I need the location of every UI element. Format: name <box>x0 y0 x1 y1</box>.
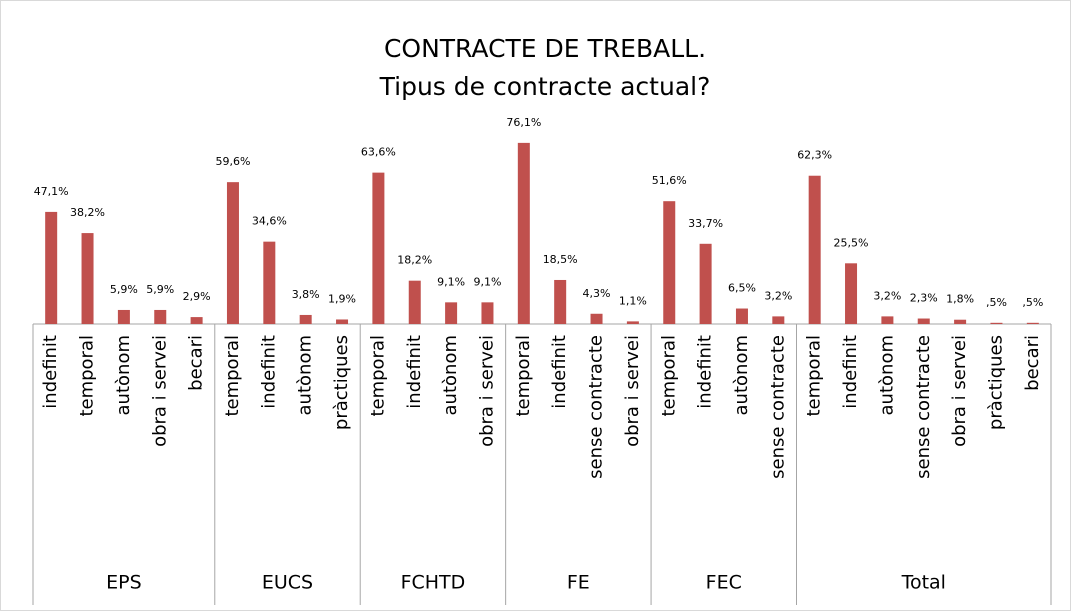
x-tick-label: indefinit <box>404 335 425 409</box>
bar <box>190 317 203 324</box>
x-tick-label: becari <box>186 335 207 391</box>
value-label: 51,6% <box>652 174 687 187</box>
bar <box>881 316 894 324</box>
x-tick-label: temporal <box>804 335 825 417</box>
bar <box>263 241 276 324</box>
value-label: 63,6% <box>361 146 396 159</box>
value-label: 3,2% <box>873 289 901 302</box>
bar <box>117 309 130 324</box>
value-label: 4,3% <box>583 287 611 300</box>
value-label: 33,7% <box>688 217 723 230</box>
bar <box>917 318 930 324</box>
value-label: 2,9% <box>183 290 211 303</box>
bar <box>336 319 349 324</box>
value-label: 5,9% <box>110 283 138 296</box>
bar <box>735 308 748 324</box>
x-tick-label: obra i servei <box>622 335 643 447</box>
value-label: 18,2% <box>397 254 432 267</box>
chart-subtitle: Tipus de contracte actual? <box>379 72 711 101</box>
x-tick-label: autònom <box>731 335 752 415</box>
bar <box>990 322 1003 324</box>
group-label: EUCS <box>262 572 313 594</box>
bar <box>954 319 967 324</box>
x-tick-label: autònom <box>113 335 134 415</box>
x-tick-label: temporal <box>367 335 388 417</box>
bar <box>808 175 821 324</box>
value-label: 62,3% <box>797 149 832 162</box>
value-label: 47,1% <box>34 185 69 198</box>
bar <box>299 314 312 324</box>
x-tick-label: autònom <box>876 335 897 415</box>
bar <box>154 309 167 324</box>
x-tick-label: indefinit <box>40 335 61 409</box>
value-label: 9,1% <box>473 275 501 288</box>
value-label: ,5% <box>986 296 1007 309</box>
value-label: 9,1% <box>437 275 465 288</box>
bar <box>663 201 676 324</box>
value-label: 18,5% <box>543 253 578 266</box>
x-tick-label: temporal <box>658 335 679 417</box>
group-label: EPS <box>106 572 142 594</box>
bar <box>81 233 94 324</box>
x-tick-label: indefinit <box>695 335 716 409</box>
group-label: FCHTD <box>401 572 466 594</box>
bar <box>408 280 421 324</box>
group-label: Total <box>901 572 946 594</box>
value-label: 1,9% <box>328 292 356 305</box>
group-label: FEC <box>706 572 742 594</box>
value-label: 3,2% <box>764 289 792 302</box>
bar <box>772 316 785 324</box>
x-tick-label: indefinit <box>549 335 570 409</box>
value-label: 34,6% <box>252 215 287 228</box>
x-tick-label: obra i servei <box>476 335 497 447</box>
x-tick-label: pràctiques <box>331 335 352 430</box>
bar <box>517 142 530 324</box>
value-label: 5,9% <box>146 283 174 296</box>
bar <box>845 263 858 324</box>
x-tick-label: temporal <box>222 335 243 417</box>
value-label: 76,1% <box>506 116 541 129</box>
x-tick-label: autònom <box>295 335 316 415</box>
x-tick-label: indefinit <box>840 335 861 409</box>
x-tick-label: obra i servei <box>949 335 970 447</box>
value-label: 3,8% <box>292 288 320 301</box>
value-label: ,5% <box>1022 296 1043 309</box>
x-tick-label: obra i servei <box>149 335 170 447</box>
value-label: 1,8% <box>946 293 974 306</box>
value-label: 1,1% <box>619 294 647 307</box>
x-tick-label: sense contracte <box>767 335 788 479</box>
bar <box>445 302 458 324</box>
x-tick-label: autònom <box>440 335 461 415</box>
x-tick-label: temporal <box>77 335 98 417</box>
x-tick-label: indefinit <box>258 335 279 409</box>
x-tick-label: temporal <box>513 335 534 417</box>
bar <box>481 302 494 324</box>
value-label: 6,5% <box>728 282 756 295</box>
x-tick-label: sense contracte <box>913 335 934 479</box>
group-label: FE <box>567 572 590 594</box>
chart-title: CONTRACTE DE TREBALL. <box>384 34 706 63</box>
bar <box>554 279 567 324</box>
x-tick-label: sense contracte <box>586 335 607 479</box>
bar <box>1026 322 1039 324</box>
bar <box>226 182 239 324</box>
value-label: 59,6% <box>215 155 250 168</box>
bar <box>45 211 58 324</box>
bar <box>626 321 639 324</box>
value-label: 38,2% <box>70 206 105 219</box>
value-label: 25,5% <box>834 236 869 249</box>
bar <box>372 172 385 324</box>
x-tick-label: pràctiques <box>985 335 1006 430</box>
bar <box>590 313 603 324</box>
value-label: 2,3% <box>910 292 938 305</box>
bar <box>699 243 712 324</box>
x-tick-label: becari <box>1022 335 1043 391</box>
